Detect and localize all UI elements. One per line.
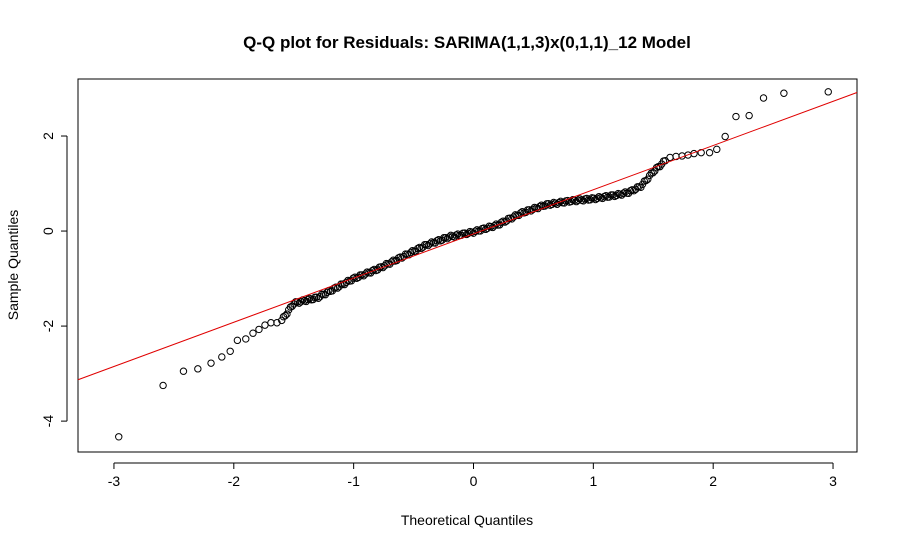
chart-title: Q-Q plot for Residuals: SARIMA(1,1,3)x(0…	[243, 33, 691, 52]
qq-point	[593, 194, 601, 203]
qq-point	[544, 200, 553, 208]
y-tick-label: -4	[40, 415, 56, 428]
qq-point	[445, 233, 453, 241]
qq-point	[454, 230, 462, 238]
qq-point	[583, 194, 591, 203]
qq-point	[283, 310, 291, 318]
qq-point	[281, 312, 289, 320]
qq-point	[759, 94, 768, 102]
qq-point	[242, 335, 250, 343]
y-axis: -4 -2 0 2	[40, 132, 68, 428]
qq-point	[780, 89, 788, 97]
qq-point	[233, 336, 242, 345]
qq-point	[642, 176, 650, 185]
qq-point	[278, 316, 286, 325]
x-tick-label: 3	[829, 473, 837, 489]
points-layer	[115, 88, 832, 441]
qq-point	[207, 359, 215, 367]
qq-point	[159, 381, 167, 390]
y-tick-label: -2	[40, 320, 56, 333]
qq-point	[555, 198, 563, 207]
x-axis-title: Theoretical Quantiles	[401, 512, 533, 528]
qq-point	[249, 329, 257, 337]
qq-point	[745, 111, 753, 120]
qq-point	[619, 189, 628, 197]
y-tick-label: 2	[40, 132, 56, 140]
qq-point	[644, 175, 652, 183]
qq-point	[609, 191, 617, 199]
qq-point	[529, 205, 537, 214]
qq-point	[297, 298, 305, 306]
qq-point	[621, 188, 629, 196]
qq-point	[518, 207, 527, 216]
qq-point	[551, 199, 560, 207]
qq-point	[194, 365, 202, 373]
plot-frame	[77, 78, 858, 453]
x-tick-label: -3	[108, 473, 121, 489]
x-axis: -3 -2 -1 0 1 2 3	[108, 462, 837, 489]
qq-point	[323, 288, 331, 297]
qq-point	[349, 274, 357, 282]
qq-point	[414, 244, 422, 253]
x-tick-label: -2	[228, 473, 241, 489]
qq-point	[576, 195, 584, 203]
y-axis-title: Sample Quantiles	[5, 210, 21, 321]
qq-point	[387, 258, 396, 266]
qq-point	[666, 153, 674, 162]
qq-point	[602, 191, 610, 200]
qq-point	[612, 191, 621, 200]
y-tick-label: 0	[40, 227, 56, 235]
qq-point	[361, 270, 370, 278]
qq-point	[115, 433, 123, 441]
qq-point	[490, 222, 499, 230]
qq-point	[713, 145, 721, 154]
qq-point	[218, 353, 226, 361]
qq-point	[305, 294, 314, 303]
qq-point	[483, 224, 492, 233]
qq-point	[304, 295, 312, 304]
qq-point	[179, 367, 188, 375]
reference-line	[77, 92, 858, 381]
qq-point	[255, 325, 263, 334]
x-tick-label: 0	[470, 473, 478, 489]
qq-point	[471, 227, 479, 235]
qq-point	[574, 196, 582, 204]
qq-point	[548, 200, 556, 209]
qq-point	[433, 236, 441, 245]
qq-point	[586, 196, 594, 204]
qq-point	[509, 213, 518, 221]
qq-point	[721, 132, 729, 141]
qq-point	[407, 248, 415, 257]
qq-point	[452, 231, 460, 239]
x-tick-label: -1	[347, 473, 360, 489]
qq-point	[595, 192, 603, 201]
qq-point	[261, 321, 269, 329]
qq-point	[226, 347, 234, 355]
qq-point	[267, 319, 275, 327]
qq-point	[732, 112, 740, 121]
qq-point	[556, 197, 565, 206]
qq-point	[464, 229, 472, 238]
qq-point	[480, 224, 488, 232]
x-tick-label: 2	[709, 473, 717, 489]
qq-point	[288, 302, 296, 310]
qq-point	[434, 235, 443, 244]
qq-point	[447, 231, 455, 240]
qq-point	[426, 240, 434, 248]
qq-point	[705, 148, 714, 157]
qq-point	[824, 88, 832, 96]
x-tick-label: 1	[589, 473, 597, 489]
qq-point	[461, 229, 469, 237]
qq-point	[368, 266, 377, 275]
qq-point	[590, 194, 598, 202]
qq-point	[649, 169, 657, 177]
